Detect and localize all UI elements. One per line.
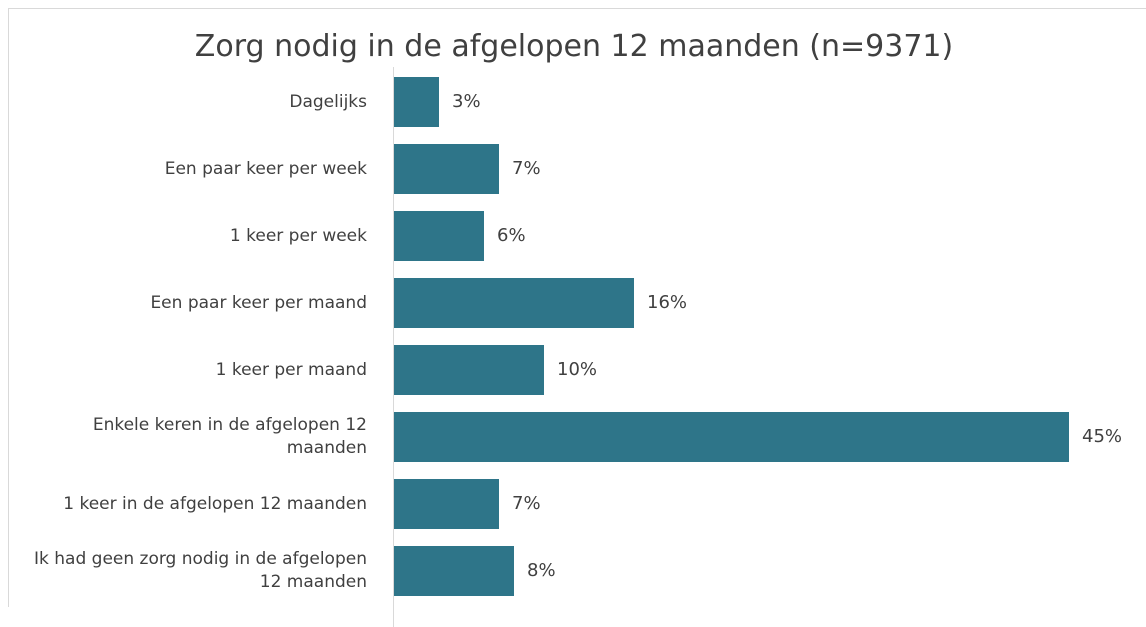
bar bbox=[394, 546, 514, 596]
data-label: 3% bbox=[452, 91, 481, 112]
bar bbox=[394, 211, 484, 261]
bar bbox=[394, 77, 439, 127]
category-label: Dagelijks bbox=[289, 91, 367, 112]
category-label: 1 keer per maand bbox=[215, 359, 367, 380]
category-label: Ik had geen zorg nodig in de afgelopen 1… bbox=[34, 549, 367, 592]
data-label: 6% bbox=[497, 225, 526, 246]
bar bbox=[394, 345, 544, 395]
bar bbox=[394, 479, 499, 529]
category-label: 1 keer in de afgelopen 12 maanden bbox=[63, 493, 367, 514]
chart-title: Zorg nodig in de afgelopen 12 maanden (n… bbox=[194, 29, 954, 64]
category-label: Een paar keer per maand bbox=[150, 292, 367, 313]
category-label: Enkele keren in de afgelopen 12 maanden bbox=[92, 415, 367, 458]
bar bbox=[394, 144, 499, 194]
data-label: 7% bbox=[512, 158, 541, 179]
category-axis bbox=[393, 67, 394, 627]
data-label: 45% bbox=[1082, 426, 1123, 447]
category-label: Een paar keer per week bbox=[164, 158, 367, 179]
data-label: 8% bbox=[527, 560, 556, 581]
data-label: 16% bbox=[647, 292, 688, 313]
chart: Zorg nodig in de afgelopen 12 maanden (n… bbox=[8, 8, 1146, 627]
bar bbox=[394, 412, 1069, 462]
data-label: 7% bbox=[512, 493, 541, 514]
category-label: 1 keer per week bbox=[229, 225, 367, 246]
data-label: 10% bbox=[557, 359, 598, 380]
bar bbox=[394, 278, 634, 328]
